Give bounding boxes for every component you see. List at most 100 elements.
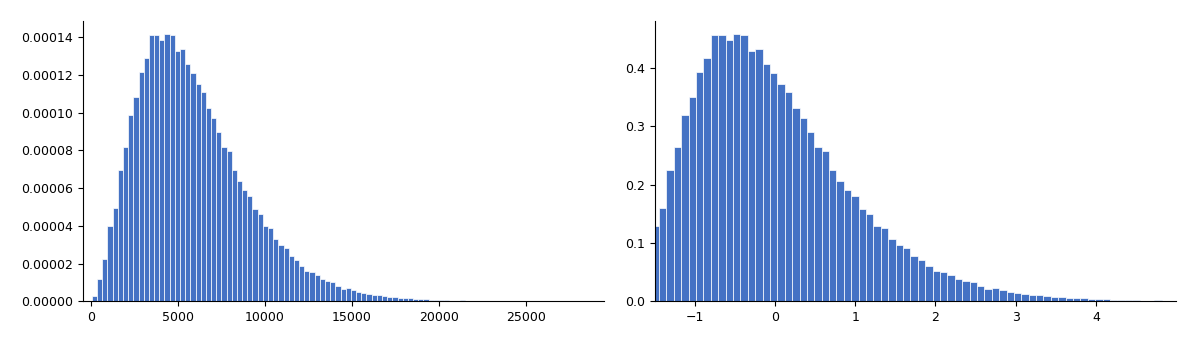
Bar [92, 296, 97, 302]
Bar [955, 279, 962, 302]
Bar [674, 147, 681, 302]
Bar [1184, 301, 1191, 302]
Bar [455, 301, 460, 302]
Bar [320, 279, 326, 302]
Bar [947, 275, 955, 302]
Bar [449, 300, 455, 302]
Bar [1154, 300, 1162, 302]
Bar [807, 132, 814, 302]
Bar [310, 272, 315, 302]
Bar [651, 226, 660, 302]
Bar [387, 297, 393, 302]
Bar [704, 58, 711, 302]
Bar [718, 35, 725, 302]
Bar [762, 63, 770, 302]
Bar [206, 108, 211, 302]
Bar [858, 209, 867, 302]
Bar [903, 248, 911, 302]
Bar [792, 108, 800, 302]
Bar [1110, 300, 1118, 302]
Bar [844, 190, 851, 302]
Bar [397, 298, 402, 302]
Bar [1102, 299, 1110, 302]
Bar [1014, 293, 1021, 302]
Bar [237, 180, 242, 302]
Bar [777, 85, 785, 302]
Bar [424, 299, 429, 302]
Bar [1028, 295, 1037, 302]
Bar [888, 239, 895, 302]
Bar [940, 272, 947, 302]
Bar [1081, 298, 1088, 302]
Bar [688, 97, 695, 302]
Bar [330, 282, 335, 302]
Bar [361, 293, 366, 302]
Bar [382, 296, 387, 302]
Bar [356, 292, 361, 302]
Bar [315, 275, 320, 302]
Bar [144, 58, 148, 302]
Bar [279, 245, 284, 302]
Bar [102, 259, 108, 302]
Bar [433, 300, 439, 302]
Bar [800, 118, 807, 302]
Bar [644, 259, 651, 302]
Bar [133, 97, 139, 302]
Bar [748, 51, 755, 302]
Bar [911, 256, 918, 302]
Bar [335, 286, 340, 302]
Bar [660, 208, 667, 302]
Bar [1007, 292, 1014, 302]
Bar [1044, 296, 1051, 302]
Bar [1095, 299, 1102, 302]
Bar [444, 300, 449, 302]
Bar [470, 301, 475, 302]
Bar [999, 290, 1007, 302]
Bar [351, 290, 356, 302]
Bar [1037, 295, 1044, 302]
Bar [1125, 300, 1132, 302]
Bar [284, 248, 288, 302]
Bar [148, 35, 154, 302]
Bar [299, 266, 304, 302]
Bar [97, 278, 102, 302]
Bar [480, 301, 486, 302]
Bar [851, 196, 858, 302]
Bar [918, 260, 925, 302]
Bar [1147, 301, 1154, 302]
Bar [253, 209, 257, 302]
Bar [711, 35, 718, 302]
Bar [164, 34, 170, 302]
Bar [992, 288, 999, 302]
Bar [294, 260, 299, 302]
Bar [733, 34, 741, 302]
Bar [304, 271, 310, 302]
Bar [1169, 301, 1177, 302]
Bar [273, 239, 279, 302]
Bar [408, 298, 413, 302]
Bar [725, 40, 733, 302]
Bar [881, 228, 888, 302]
Bar [217, 132, 221, 302]
Bar [346, 288, 351, 302]
Bar [984, 289, 992, 302]
Bar [139, 72, 144, 302]
Bar [814, 147, 821, 302]
Bar [460, 300, 464, 302]
Bar [667, 170, 674, 302]
Bar [180, 49, 186, 302]
Bar [970, 282, 977, 302]
Bar [874, 226, 881, 302]
Bar [837, 180, 844, 302]
Bar [154, 35, 159, 302]
Bar [630, 296, 637, 302]
Bar [128, 115, 133, 302]
Bar [1065, 298, 1073, 302]
Bar [211, 118, 217, 302]
Bar [326, 282, 330, 302]
Bar [962, 282, 970, 302]
Bar [439, 300, 444, 302]
Bar [393, 297, 397, 302]
Bar [371, 295, 377, 302]
Bar [1118, 300, 1125, 302]
